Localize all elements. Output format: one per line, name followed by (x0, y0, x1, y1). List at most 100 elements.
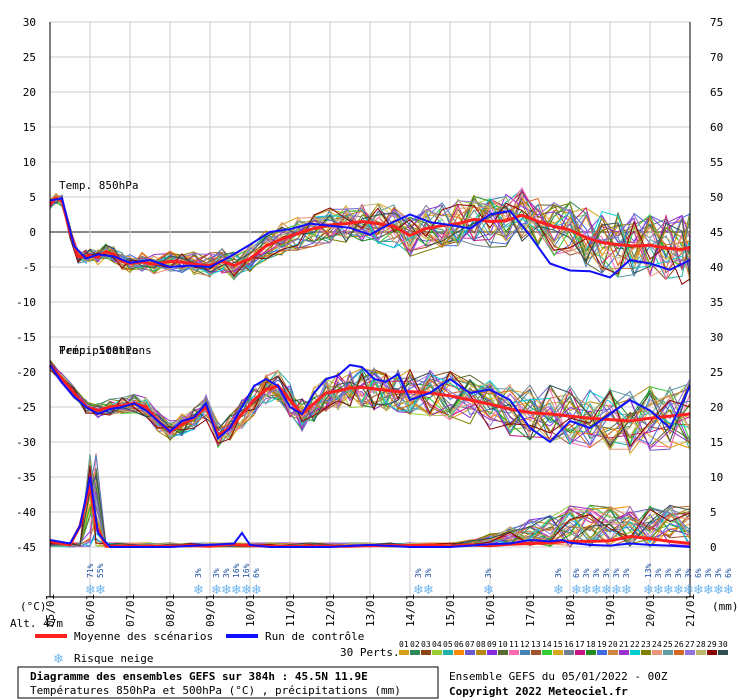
snow-risk-pct: 6% (572, 568, 581, 578)
pert-number: 05 (443, 640, 453, 649)
x-tick-label: 15/01 (444, 594, 457, 627)
y-tick-label-left: 10 (23, 156, 36, 169)
legend-mean-label: Moyenne des scénarios (74, 630, 213, 643)
y-tick-label-right: 40 (710, 261, 723, 274)
snow-risk-row: 71%❄55%❄3%❄3%❄3%❄16%❄16%❄6%❄3%❄3%❄3%❄3%❄… (85, 563, 734, 598)
snow-risk-pct: 3% (484, 568, 493, 578)
snowflake-icon: ❄ (423, 583, 434, 598)
pert-number: 15 (553, 640, 563, 649)
pert-swatch (498, 650, 508, 655)
pert-swatch (531, 650, 541, 655)
snowflake-icon: ❄ (673, 583, 684, 598)
pert-number: 29 (707, 640, 717, 649)
snow-risk-pct: 3% (212, 568, 221, 578)
y-tick-label-right: 70 (710, 51, 723, 64)
snow-risk-pct: 16% (232, 563, 241, 578)
pert-swatch (564, 650, 574, 655)
legend: Moyenne des scénarios Run de contrôle ❄ … (35, 630, 728, 667)
snow-risk-pct: 3% (654, 568, 663, 578)
y-tick-label-left: 30 (23, 16, 36, 29)
pert-swatch (520, 650, 530, 655)
pert-number: 12 (520, 640, 530, 649)
snowflake-icon: ❄ (571, 583, 582, 598)
perturbation-line (49, 196, 691, 285)
snow-risk-pct: 3% (554, 568, 563, 578)
pert-swatch (432, 650, 442, 655)
snowflake-icon: ❄ (221, 583, 232, 598)
panel-label-t500: Temp. 500hPa (59, 344, 138, 357)
y-tick-label-left: -30 (16, 436, 36, 449)
pert-number: 10 (498, 640, 508, 649)
y-tick-label-right: 5 (710, 506, 717, 519)
snow-risk-pct: 3% (582, 568, 591, 578)
pert-number: 08 (476, 640, 486, 649)
snowflake-icon: ❄ (611, 583, 622, 598)
x-tick-label: 10/01 (244, 594, 257, 627)
copyright: Copyright 2022 Meteociel.fr (449, 685, 628, 698)
y-tick-label-right: 75 (710, 16, 723, 29)
pert-number: 30 (718, 640, 728, 649)
snow-risk-pct: 3% (664, 568, 673, 578)
legend-perts-label: 30 Perts. (340, 646, 400, 659)
legend-mean-swatch (35, 634, 67, 638)
legend-control-label: Run de contrôle (265, 630, 364, 643)
pert-swatch (487, 650, 497, 655)
x-tick-label: 17/01 (524, 594, 537, 627)
y-tick-label-left: -15 (16, 331, 36, 344)
y-tick-label-left: -40 (16, 506, 36, 519)
pert-swatch (696, 650, 706, 655)
snow-risk-pct: 3% (602, 568, 611, 578)
perturbation-line (49, 194, 691, 271)
x-tick-label: 06/01 (84, 594, 97, 627)
snowflake-icon: ❄ (241, 583, 252, 598)
pert-swatch (630, 650, 640, 655)
x-tick-label: 16/01 (484, 594, 497, 627)
pert-number: 18 (586, 640, 596, 649)
snow-risk-pct: 71% (86, 563, 95, 578)
pert-number: 23 (641, 640, 651, 649)
y-tick-label-right: 0 (710, 541, 717, 554)
snowflake-icon: ❄ (703, 583, 714, 598)
pert-swatch (608, 650, 618, 655)
snowflake-icon: ❄ (653, 583, 664, 598)
snowflake-icon: ❄ (553, 583, 564, 598)
y-tick-label-right: 10 (710, 471, 723, 484)
perturbation-line (49, 368, 691, 448)
pert-number: 09 (487, 640, 497, 649)
x-tick-label: 11/01 (284, 594, 297, 627)
snowflake-icon: ❄ (643, 583, 654, 598)
perturbation-line (49, 366, 691, 446)
snowflake-icon: ❄ (693, 583, 704, 598)
snow-risk-pct: 6% (724, 568, 733, 578)
y-tick-label-right: 50 (710, 191, 723, 204)
snowflake-icon: ❄ (483, 583, 494, 598)
pert-swatch (674, 650, 684, 655)
y-tick-label-left: -5 (23, 261, 36, 274)
pert-number: 03 (421, 640, 431, 649)
x-tick-label: 14/01 (404, 594, 417, 627)
pert-swatch (542, 650, 552, 655)
main-series (48, 196, 691, 548)
pert-swatch (575, 650, 585, 655)
pert-number: 27 (685, 640, 695, 649)
pert-swatch (443, 650, 453, 655)
perturbation-line (49, 193, 691, 280)
y-tick-label-left: -10 (16, 296, 36, 309)
pert-number: 06 (454, 640, 464, 649)
chart-title: Diagramme des ensembles GEFS sur 384h : … (30, 670, 368, 683)
x-tick-label: 12/01 (324, 594, 337, 627)
panel-label-t850: Temp. 850hPa (59, 179, 138, 192)
snowflake-icon: ❄ (211, 583, 222, 598)
pert-number: 28 (696, 640, 706, 649)
control-line-precip (49, 476, 691, 548)
snowflake-icon: ❄ (601, 583, 612, 598)
pert-number: 20 (608, 640, 618, 649)
panel-label-precip: Précipitations (59, 344, 152, 357)
pert-number: 21 (619, 640, 629, 649)
snowflake-icon: ❄ (581, 583, 592, 598)
snow-risk-pct: 3% (414, 568, 423, 578)
legend-control-swatch (226, 634, 258, 638)
perturbation-line (49, 195, 691, 275)
perturbation-line (49, 368, 691, 443)
pert-swatch (707, 650, 717, 655)
